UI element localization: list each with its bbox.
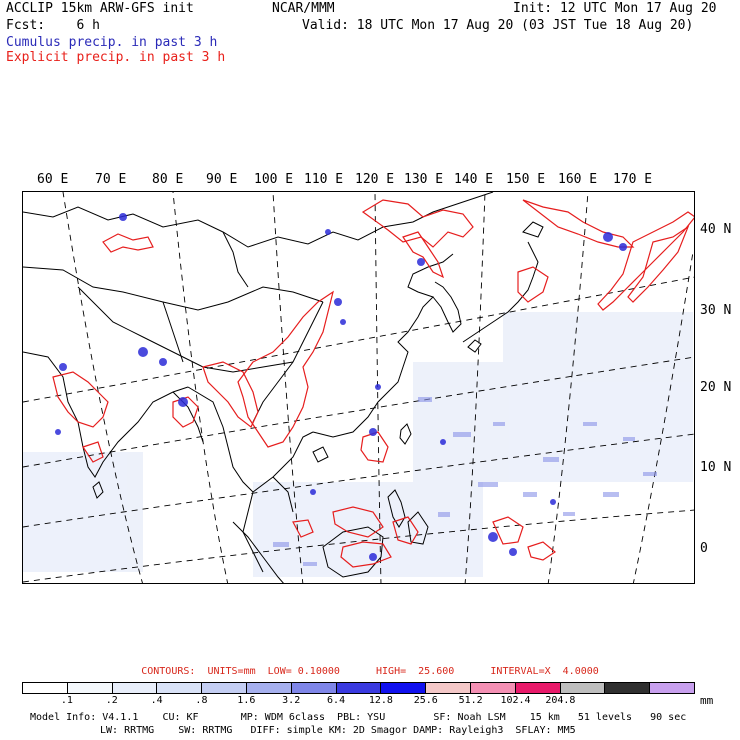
- color-bar-segment: [650, 683, 694, 693]
- color-bar-segment: [246, 683, 292, 693]
- lon-label: 110 E: [304, 172, 344, 187]
- color-bar-tick: 1.6: [237, 695, 256, 706]
- lon-label: 140 E: [454, 172, 494, 187]
- color-bar-segment: [202, 683, 247, 693]
- color-bar-tick: .2: [105, 695, 118, 706]
- light-precip-shading: [23, 312, 693, 577]
- color-bar-unit: mm: [700, 694, 714, 707]
- lat-label: 30 N: [700, 303, 732, 318]
- color-bar-segment: [67, 683, 113, 693]
- color-bar-tick: .8: [195, 695, 208, 706]
- lat-label: 40 N: [700, 222, 732, 237]
- color-bar-tick: 25.6: [413, 695, 438, 706]
- color-bar-tick: 3.2: [282, 695, 301, 706]
- color-bar-tick: 6.4: [327, 695, 346, 706]
- source-label: NCAR/MMM: [272, 1, 335, 16]
- model-info-line1: Model Info: V4.1.1 CU: KF MP: WDM 6class…: [30, 712, 687, 723]
- model-title: ACCLIP 15km ARW-GFS init: [6, 1, 194, 16]
- weak-cumulus-precip: [273, 397, 657, 566]
- forecast-hour: Fcst: 6 h: [6, 18, 100, 33]
- lon-label: 130 E: [404, 172, 444, 187]
- lat-label: 20 N: [700, 380, 732, 395]
- color-bar-tick: .4: [150, 695, 163, 706]
- lon-label: 150 E: [506, 172, 546, 187]
- color-bar-tick: 102.4: [500, 695, 531, 706]
- color-bar-segment: [605, 683, 651, 693]
- color-bar-segment: [381, 683, 427, 693]
- model-info-line2: LW: RRTMG SW: RRTMG DIFF: simple KM: 2D …: [100, 725, 576, 736]
- color-bar-segment: [470, 683, 516, 693]
- color-bar-segment: [336, 683, 382, 693]
- precip-map: [22, 191, 695, 584]
- color-bar-tick: .1: [60, 695, 73, 706]
- lon-label: 100 E: [254, 172, 294, 187]
- legend-explicit: Explicit precip. in past 3 h: [6, 50, 226, 65]
- lon-label: 70 E: [95, 172, 127, 187]
- lat-label: 0: [700, 541, 708, 556]
- lon-label: 60 E: [37, 172, 69, 187]
- explicit-precip: [52, 199, 694, 568]
- color-bar-tick: 51.2: [458, 695, 483, 706]
- coastlines: [23, 192, 544, 583]
- map-canvas: [23, 192, 694, 583]
- color-bar: [22, 682, 695, 694]
- color-bar-tick: 204.8: [545, 695, 576, 706]
- color-bar-segment: [112, 683, 158, 693]
- legend-cumulus: Cumulus precip. in past 3 h: [6, 35, 218, 50]
- color-bar-segment: [426, 683, 471, 693]
- color-bar-segment: [23, 683, 68, 693]
- valid-time: Valid: 18 UTC Mon 17 Aug 20 (03 JST Tue …: [302, 18, 694, 33]
- lon-label: 120 E: [355, 172, 395, 187]
- color-bar-segment: [560, 683, 606, 693]
- color-bar-segment: [515, 683, 561, 693]
- lat-label: 10 N: [700, 460, 732, 475]
- init-time: Init: 12 UTC Mon 17 Aug 20: [513, 1, 717, 16]
- lon-label: 80 E: [152, 172, 184, 187]
- lon-label: 170 E: [613, 172, 653, 187]
- lon-label: 90 E: [206, 172, 238, 187]
- color-bar-segment: [291, 683, 337, 693]
- cumulus-precip: [55, 213, 627, 561]
- color-bar-segment: [157, 683, 203, 693]
- graticule: [23, 192, 694, 583]
- contour-info: CONTOURS: UNITS=mm LOW= 0.10000 HIGH= 25…: [141, 666, 599, 677]
- color-bar-tick: 12.8: [368, 695, 393, 706]
- color-bar-ticks: .1 .2 .4 .8 1.6 3.2 6.4 12.8 25.6 51.2 102.4 204.8: [22, 695, 695, 707]
- lon-label: 160 E: [558, 172, 598, 187]
